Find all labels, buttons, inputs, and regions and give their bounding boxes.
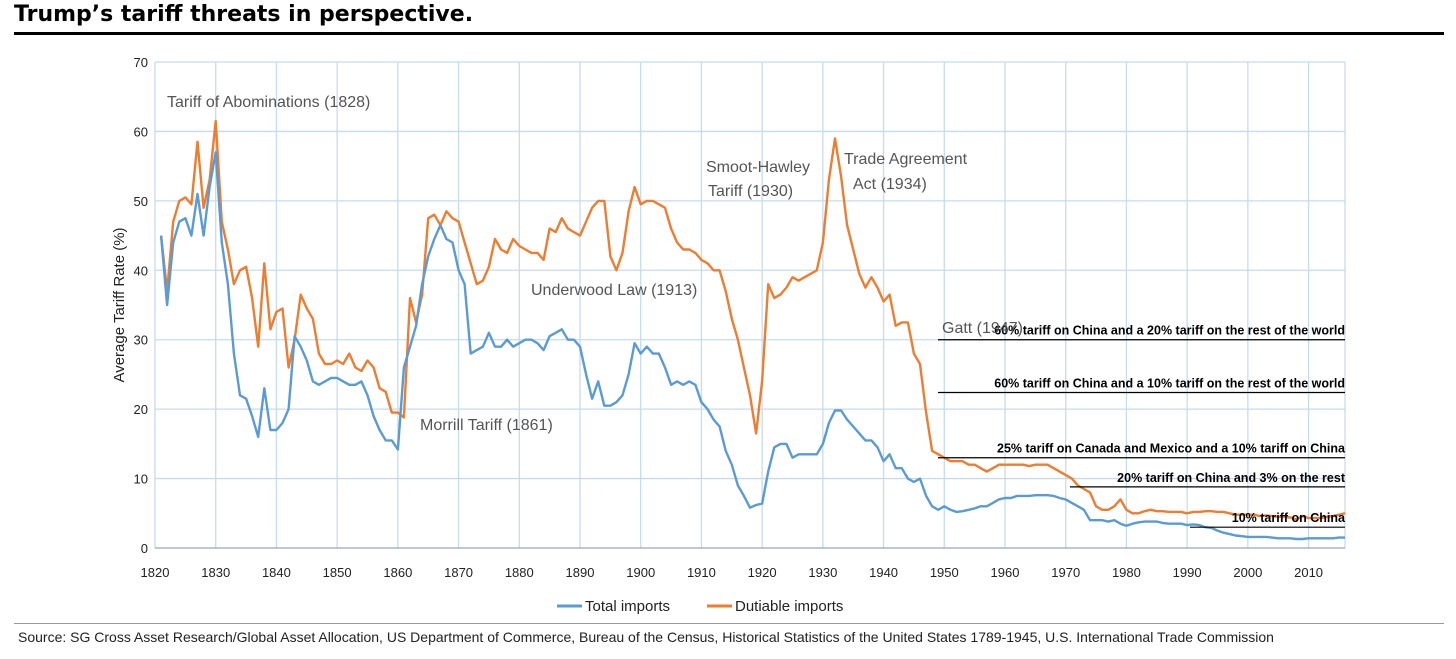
scenario-label-0: 60% tariff on China and a 20% tariff on … xyxy=(994,324,1345,338)
x-axis-ticks: 1820 1830 1840 1850 1860 1870 1880 1890 1900 1910… xyxy=(141,565,1323,580)
annotation-trade-agreement-2: Act (1934) xyxy=(853,176,927,193)
y-tick-label: 20 xyxy=(134,402,148,417)
annotation-smoot-hawley-2: Tariff (1930) xyxy=(708,183,793,200)
x-tick-label: 1920 xyxy=(748,565,777,580)
x-tick-label: 1890 xyxy=(566,565,595,580)
y-tick-label: 30 xyxy=(134,333,148,348)
x-tick-label: 1820 xyxy=(141,565,170,580)
y-axis-ticks: 0 10 20 30 40 50 60 70 xyxy=(134,55,148,556)
annotation-smoot-hawley-1: Smoot-Hawley xyxy=(706,159,810,176)
annotation-underwood-law: Underwood Law (1913) xyxy=(531,282,697,299)
annotation-gatt: Gatt (1947) xyxy=(942,320,1023,337)
legend: Total imports Dutiable imports xyxy=(557,598,843,615)
data-series xyxy=(159,119,1346,541)
x-tick-label: 2010 xyxy=(1294,565,1323,580)
annotation-trade-agreement-1: Trade Agreement xyxy=(844,151,968,168)
scenario-label-4: 10% tariff on China xyxy=(1232,511,1346,525)
y-tick-label: 60 xyxy=(134,124,148,139)
x-tick-label: 1910 xyxy=(687,565,716,580)
y-tick-label: 40 xyxy=(134,263,148,278)
grid-lines xyxy=(154,61,1346,549)
y-axis-label: Average Tariff Rate (%) xyxy=(111,227,128,382)
title-rule xyxy=(14,32,1444,35)
x-tick-label: 1950 xyxy=(930,565,959,580)
x-tick-label: 1860 xyxy=(383,565,412,580)
x-tick-label: 1830 xyxy=(201,565,230,580)
x-tick-label: 1990 xyxy=(1173,565,1202,580)
series-line-total-imports xyxy=(159,151,1345,541)
y-tick-label: 70 xyxy=(134,55,148,70)
x-tick-label: 1900 xyxy=(626,565,655,580)
annotation-morrill-tariff: Morrill Tariff (1861) xyxy=(420,417,553,434)
annotations: Tariff of Abominations (1828) Morrill Ta… xyxy=(167,94,1023,434)
legend-label-total: Total imports xyxy=(585,598,670,615)
x-tick-label: 1870 xyxy=(444,565,473,580)
series-line-dutiable-imports xyxy=(159,119,1346,521)
x-tick-label: 1970 xyxy=(1051,565,1080,580)
source-rule xyxy=(14,623,1444,624)
x-tick-label: 1980 xyxy=(1112,565,1141,580)
y-tick-label: 10 xyxy=(134,472,148,487)
x-tick-label: 1940 xyxy=(869,565,898,580)
legend-label-dutiable: Dutiable imports xyxy=(735,598,843,615)
x-tick-label: 1930 xyxy=(808,565,837,580)
x-tick-label: 1850 xyxy=(323,565,352,580)
y-tick-label: 50 xyxy=(134,194,148,209)
x-tick-label: 1880 xyxy=(505,565,534,580)
y-tick-label: 0 xyxy=(141,541,148,556)
scenario-label-3: 20% tariff on China and 3% on the rest xyxy=(1117,471,1346,485)
scenario-label-1: 60% tariff on China and a 10% tariff on … xyxy=(994,376,1345,390)
x-tick-label: 1840 xyxy=(262,565,291,580)
x-tick-label: 2000 xyxy=(1233,565,1262,580)
source-note: Source: SG Cross Asset Research/Global A… xyxy=(18,629,1274,645)
scenario-lines: 60% tariff on China and a 20% tariff on … xyxy=(938,324,1346,528)
chart-title: Trump’s tariff threats in perspective. xyxy=(14,2,474,27)
annotation-tariff-of-abominations: Tariff of Abominations (1828) xyxy=(167,94,370,111)
scenario-label-2: 25% tariff on Canada and Mexico and a 10… xyxy=(997,442,1346,456)
x-tick-label: 1960 xyxy=(991,565,1020,580)
